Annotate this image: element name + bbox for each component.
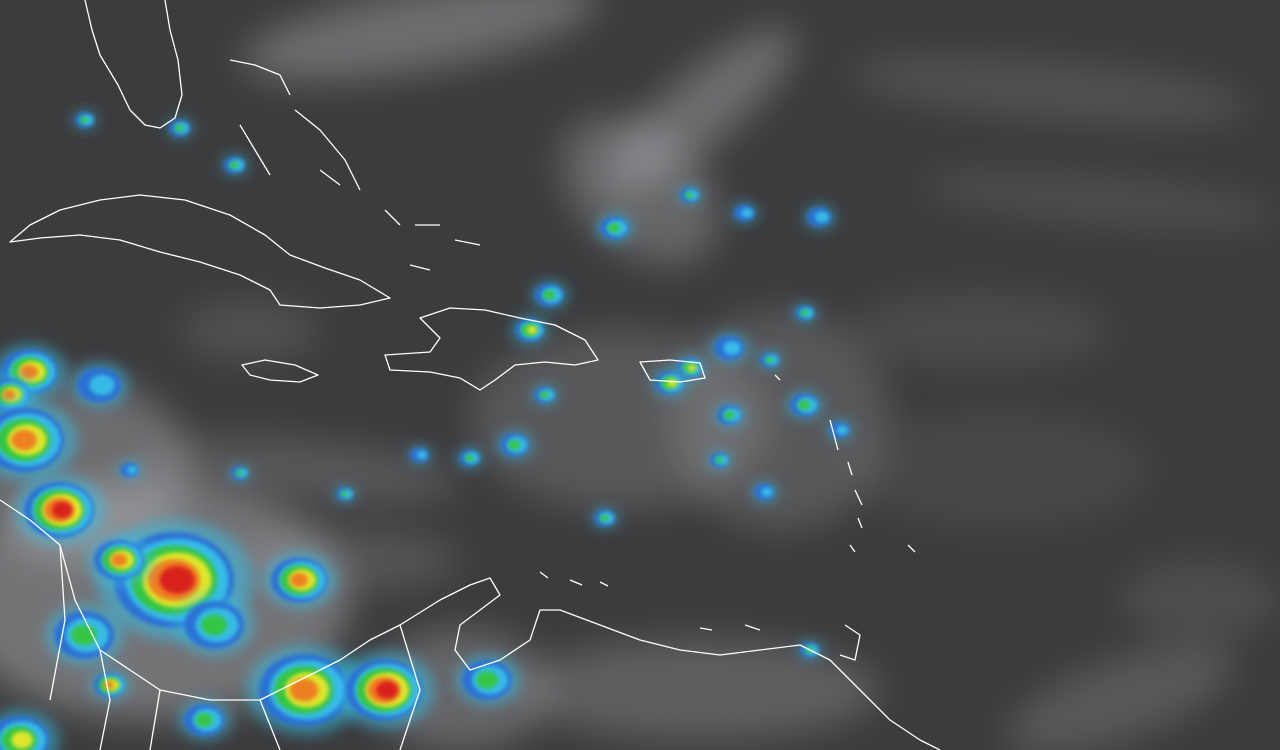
coastline-south-america bbox=[0, 499, 941, 750]
coastline-cuba bbox=[9, 194, 391, 309]
convection-cell bbox=[104, 681, 114, 689]
convection-cell bbox=[464, 454, 474, 462]
convection-cell bbox=[289, 678, 319, 702]
cloud-band bbox=[670, 310, 890, 530]
convection-cell bbox=[235, 470, 243, 476]
cloud-band bbox=[520, 640, 880, 740]
cloud-band bbox=[1120, 560, 1280, 640]
convection-cell bbox=[599, 514, 609, 522]
cloud-band bbox=[920, 170, 1280, 230]
convection-cell bbox=[126, 465, 138, 475]
cloud-band bbox=[850, 290, 1110, 370]
convection-cell bbox=[815, 211, 829, 223]
convection-cell bbox=[687, 364, 697, 372]
convection-cell bbox=[666, 378, 678, 388]
convection-cell bbox=[507, 440, 521, 450]
convection-cell bbox=[375, 681, 399, 699]
convection-cell bbox=[685, 191, 693, 199]
convection-cell bbox=[836, 425, 848, 435]
convection-cell bbox=[416, 450, 428, 460]
convection-cell bbox=[111, 553, 127, 567]
convection-cell bbox=[11, 731, 33, 749]
convection-cell bbox=[542, 290, 556, 300]
coastline-jamaica bbox=[241, 359, 319, 383]
coastline-abc-islands bbox=[539, 571, 761, 631]
convection-cell bbox=[2, 389, 16, 401]
coastline-florida bbox=[84, 0, 183, 129]
convection-cell bbox=[159, 566, 195, 594]
convection-cell bbox=[476, 671, 498, 689]
convection-cell bbox=[229, 161, 239, 169]
convection-cell bbox=[20, 364, 38, 380]
coastline-puerto-rico bbox=[639, 359, 706, 383]
convection-cell bbox=[201, 614, 227, 636]
convection-cell bbox=[723, 341, 741, 355]
convection-cell bbox=[797, 400, 811, 410]
convection-cell bbox=[11, 429, 37, 451]
coastline-bahamas bbox=[229, 59, 481, 271]
convection-cell bbox=[80, 116, 88, 124]
convection-cell bbox=[741, 208, 753, 218]
convection-cell bbox=[539, 391, 549, 399]
convection-cell bbox=[607, 223, 621, 233]
convection-cell bbox=[290, 572, 308, 588]
convection-cell bbox=[340, 491, 348, 497]
convection-cell bbox=[723, 410, 735, 420]
coastline-hispaniola bbox=[384, 307, 599, 391]
convection-cell bbox=[715, 456, 723, 464]
cloud-band bbox=[850, 55, 1250, 125]
cloud-band bbox=[1006, 644, 1234, 750]
convection-cell bbox=[174, 124, 184, 132]
cloud-band bbox=[180, 300, 320, 360]
convection-cell bbox=[89, 374, 115, 396]
cloud-band bbox=[242, 0, 598, 81]
convection-cell bbox=[761, 487, 773, 497]
convection-layer bbox=[0, 111, 853, 750]
convection-cell bbox=[195, 713, 213, 727]
convection-cell bbox=[765, 356, 773, 364]
cloud-band bbox=[850, 410, 1150, 530]
convection-cell bbox=[51, 501, 73, 519]
convection-cell bbox=[800, 309, 808, 317]
convection-cell bbox=[526, 325, 538, 335]
cloud-band bbox=[140, 437, 460, 503]
coastline-lesser-antilles bbox=[774, 374, 916, 661]
coastline-layer bbox=[0, 0, 941, 750]
